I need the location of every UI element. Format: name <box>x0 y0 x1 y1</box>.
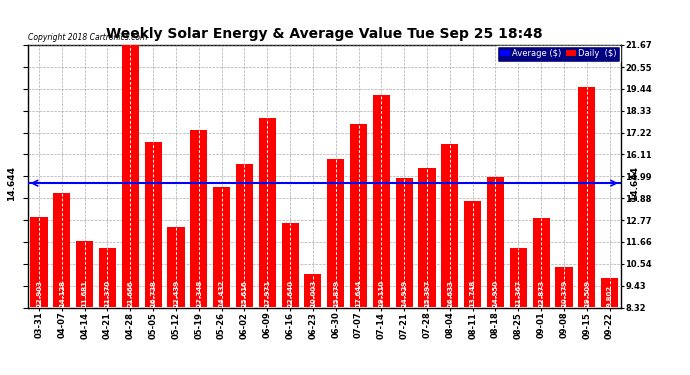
Bar <box>282 222 299 308</box>
Bar <box>555 267 573 308</box>
Text: 16.633: 16.633 <box>447 280 453 306</box>
Bar <box>601 278 618 308</box>
Text: 13.748: 13.748 <box>470 279 475 306</box>
Bar <box>418 168 435 308</box>
Bar <box>487 177 504 308</box>
Bar <box>304 274 322 308</box>
Bar <box>442 144 458 308</box>
Bar <box>99 248 116 308</box>
Bar <box>190 130 207 308</box>
Legend: Average ($), Daily  ($): Average ($), Daily ($) <box>497 46 620 62</box>
Text: Copyright 2018 Cartronics.com: Copyright 2018 Cartronics.com <box>28 33 147 42</box>
Bar <box>578 87 595 308</box>
Text: 16.728: 16.728 <box>150 280 156 306</box>
Bar <box>236 164 253 308</box>
Text: 15.616: 15.616 <box>241 280 248 306</box>
Text: 14.644: 14.644 <box>630 166 639 201</box>
Text: 11.681: 11.681 <box>81 279 88 306</box>
Text: 14.929: 14.929 <box>401 279 407 306</box>
Text: 19.509: 19.509 <box>584 279 590 306</box>
Text: 12.873: 12.873 <box>538 279 544 306</box>
Text: 17.971: 17.971 <box>264 279 270 306</box>
Bar <box>510 248 527 308</box>
Title: Weekly Solar Energy & Average Value Tue Sep 25 18:48: Weekly Solar Energy & Average Value Tue … <box>106 27 542 41</box>
Bar <box>464 201 481 308</box>
Bar <box>76 242 93 308</box>
Text: 12.640: 12.640 <box>287 279 293 306</box>
Text: 11.367: 11.367 <box>515 279 522 306</box>
Text: 10.003: 10.003 <box>310 279 316 306</box>
Bar <box>168 226 184 308</box>
Bar <box>533 218 550 308</box>
Text: 10.379: 10.379 <box>561 279 567 306</box>
Text: 11.370: 11.370 <box>104 279 110 306</box>
Text: 21.666: 21.666 <box>127 280 133 306</box>
Bar <box>327 159 344 308</box>
Bar <box>121 45 139 308</box>
Bar <box>30 217 48 308</box>
Text: 12.439: 12.439 <box>173 279 179 306</box>
Text: 14.950: 14.950 <box>493 279 498 306</box>
Text: 15.879: 15.879 <box>333 279 339 306</box>
Bar <box>395 177 413 308</box>
Bar <box>373 95 390 308</box>
Text: 14.644: 14.644 <box>7 166 16 201</box>
Text: 19.110: 19.110 <box>378 279 384 306</box>
Bar <box>259 118 276 308</box>
Text: 12.903: 12.903 <box>36 279 42 306</box>
Bar <box>213 188 230 308</box>
Text: 14.128: 14.128 <box>59 279 65 306</box>
Text: 14.432: 14.432 <box>219 279 225 306</box>
Bar <box>350 124 367 308</box>
Text: 9.802: 9.802 <box>607 284 613 306</box>
Text: 17.348: 17.348 <box>196 279 201 306</box>
Text: 17.644: 17.644 <box>355 279 362 306</box>
Text: 15.397: 15.397 <box>424 279 430 306</box>
Bar <box>53 193 70 308</box>
Bar <box>145 142 161 308</box>
